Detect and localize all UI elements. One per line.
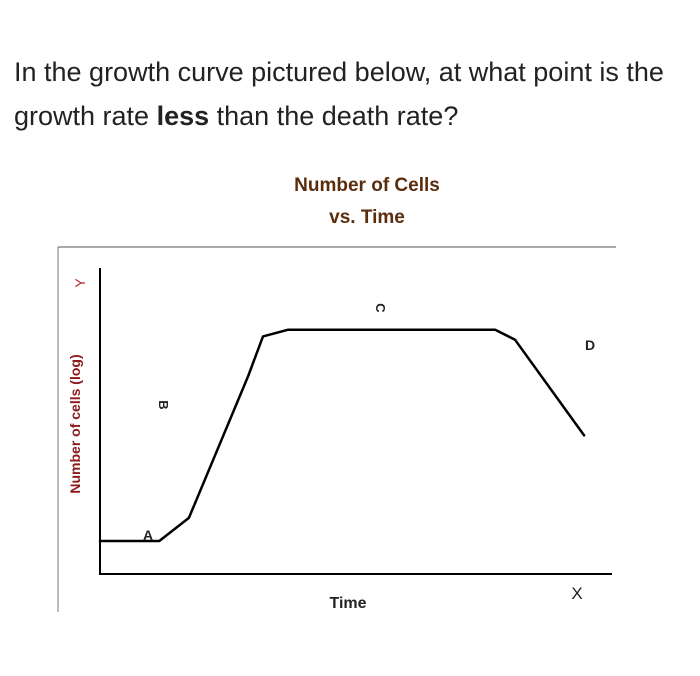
point-label-b: B bbox=[156, 400, 171, 409]
question-emphasis: less bbox=[156, 101, 210, 131]
chart-title-line2: vs. Time bbox=[329, 207, 405, 228]
chart-title-line1: Number of Cells bbox=[294, 175, 440, 196]
question-part1: In the growth curve pictured below, at w… bbox=[14, 57, 664, 131]
point-label-c: C bbox=[373, 303, 388, 313]
growth-curve-line bbox=[98, 328, 586, 543]
question-text: In the growth curve pictured below, at w… bbox=[14, 50, 694, 138]
y-axis-letter: Y bbox=[72, 278, 88, 288]
point-label-d: D bbox=[585, 337, 595, 353]
question-part2: than the death rate? bbox=[209, 101, 459, 131]
x-axis-letter: X bbox=[571, 584, 582, 603]
x-axis-label: Time bbox=[329, 595, 366, 612]
y-axis-label: Number of cells (log) bbox=[67, 354, 83, 493]
point-label-a: A bbox=[143, 527, 153, 543]
